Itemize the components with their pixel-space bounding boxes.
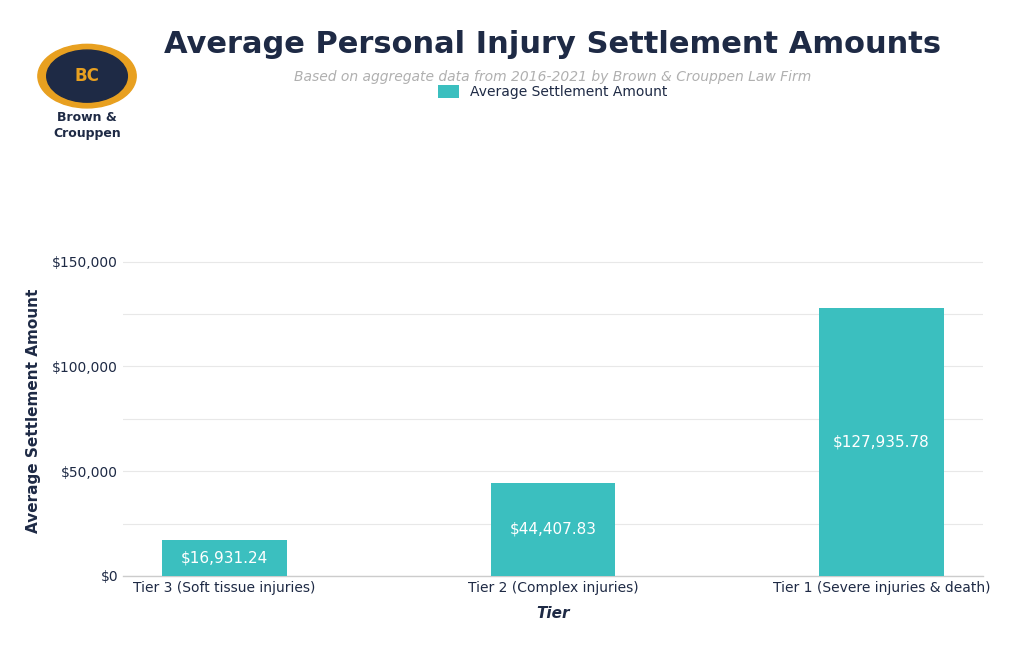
Bar — [490, 483, 615, 576]
Text: $44,407.83: $44,407.83 — [510, 522, 596, 537]
Text: BC: BC — [75, 67, 99, 85]
Text: Based on aggregate data from 2016-2021 by Brown & Crouppen Law Firm: Based on aggregate data from 2016-2021 b… — [294, 70, 812, 83]
Legend: Average Settlement Amount: Average Settlement Amount — [433, 79, 673, 105]
X-axis label: Tier: Tier — [537, 606, 569, 621]
Text: $16,931.24: $16,931.24 — [181, 551, 268, 566]
Text: $127,935.78: $127,935.78 — [834, 434, 930, 449]
Bar — [162, 540, 287, 576]
Y-axis label: Average Settlement Amount: Average Settlement Amount — [26, 288, 41, 533]
Text: Average Personal Injury Settlement Amounts: Average Personal Injury Settlement Amoun… — [165, 30, 941, 59]
Bar — [819, 308, 944, 576]
Text: Brown &
Crouppen: Brown & Crouppen — [53, 111, 121, 140]
